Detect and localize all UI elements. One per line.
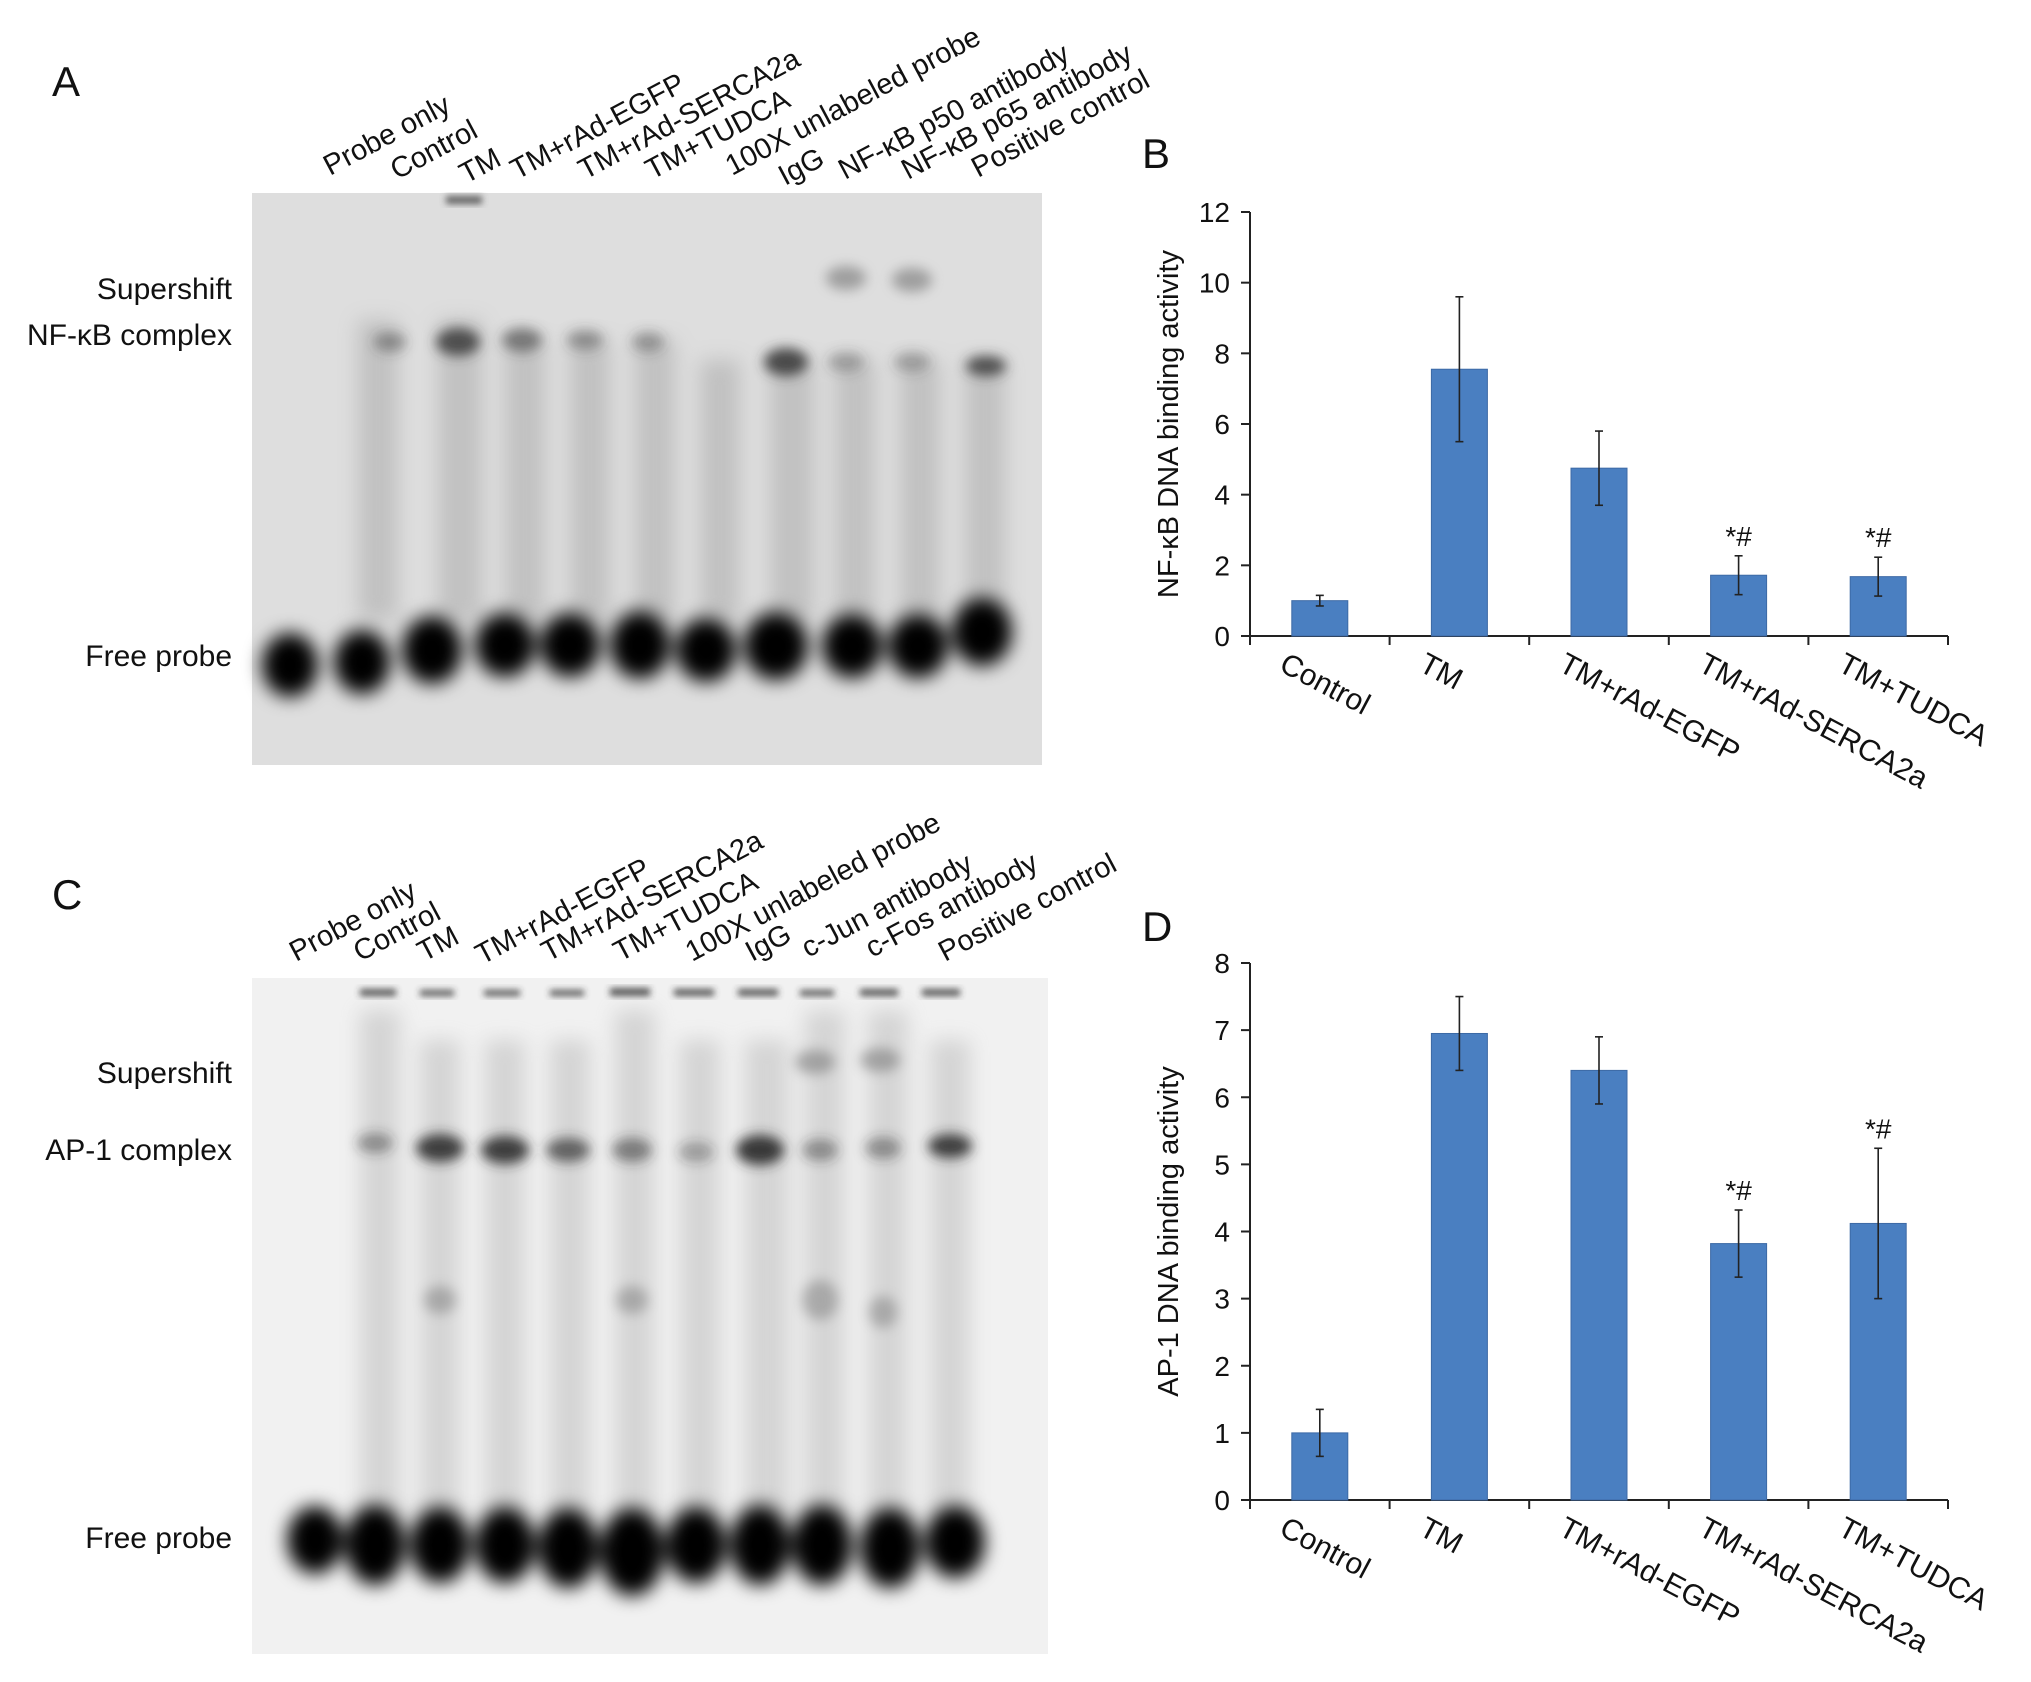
y-tick-label: 0 [1214,621,1230,652]
x-tick-label: TM+rAd-SERCA2a [1693,647,1933,796]
x-tick-label: TM+rAd-SERCA2a [1693,1511,1933,1660]
panel-c-letter: C [52,871,82,918]
panel-d-letter: D [1142,903,1172,950]
band-label-complex: NF-κB complex [27,319,232,352]
y-tick-label: 2 [1214,550,1230,581]
x-tick-label: Control [1275,647,1376,722]
x-tick-label: TM [1414,1511,1468,1560]
bar [1570,1069,1628,1501]
band-label-supershift: Supershift [97,273,233,306]
y-tick-label: 0 [1214,1485,1230,1516]
panel-c-lane-labels: Probe only Control TM TM+rAd-EGFP TM+rAd… [284,807,1122,971]
significance-label: *# [1725,521,1752,552]
gel-image-c [252,978,1048,1654]
y-axis-label: NF-κB DNA binding activity [1153,249,1185,598]
y-tick-label: 4 [1214,1217,1230,1248]
y-tick-label: 2 [1214,1351,1230,1382]
significance-label: *# [1865,522,1892,553]
panel-a-lane-labels: Probe only Control TM TM+rAd-EGFP TM+rAd… [318,21,1155,192]
x-tick-label: Control [1275,1511,1376,1586]
y-tick-label: 8 [1214,338,1230,369]
y-tick-label: 1 [1214,1418,1230,1449]
y-tick-label: 8 [1214,948,1230,979]
significance-label: *# [1725,1175,1752,1206]
significance-label: *# [1865,1113,1892,1144]
y-tick-label: 10 [1199,268,1230,299]
panel-a-letter: A [52,58,80,105]
band-label-supershift: Supershift [97,1057,233,1090]
y-tick-label: 4 [1214,480,1230,511]
band-label-complex: AP-1 complex [45,1134,232,1167]
panel-c: C Probe only Control TM TM+rAd-EGFP TM+r… [45,807,1122,1654]
y-tick-label: 7 [1214,1015,1230,1046]
gel-image-a [252,193,1042,765]
bar [1430,1032,1488,1501]
y-tick-label: 3 [1214,1284,1230,1315]
panel-a: A Probe only Control TM TM+rAd-EGFP TM+r… [27,21,1155,765]
y-axis-label: AP-1 DNA binding activity [1153,1066,1185,1397]
panel-b-letter: B [1142,130,1170,177]
band-label-free-probe: Free probe [85,1522,232,1555]
y-tick-label: 6 [1214,1082,1230,1113]
y-tick-label: 5 [1214,1149,1230,1180]
bar [1710,1243,1768,1501]
y-tick-label: 12 [1199,197,1230,228]
band-label-free-probe: Free probe [85,640,232,673]
y-tick-label: 6 [1214,409,1230,440]
x-tick-label: TM [1414,647,1468,696]
